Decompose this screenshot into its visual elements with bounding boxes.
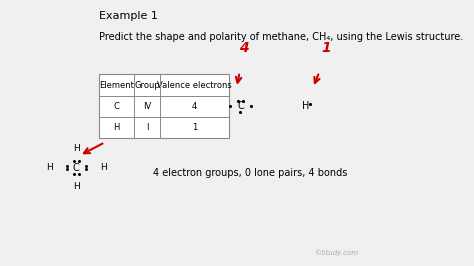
Text: H: H — [100, 163, 106, 172]
Text: 1: 1 — [321, 41, 331, 55]
FancyBboxPatch shape — [99, 74, 229, 138]
Text: Group: Group — [134, 81, 160, 90]
Text: 1: 1 — [192, 123, 197, 132]
Text: IV: IV — [143, 102, 151, 111]
Text: H: H — [114, 123, 120, 132]
Text: I: I — [146, 123, 148, 132]
Text: H: H — [46, 163, 53, 172]
Text: C: C — [114, 102, 119, 111]
Text: 4 electron groups, 0 lone pairs, 4 bonds: 4 electron groups, 0 lone pairs, 4 bonds — [153, 168, 347, 178]
Text: Example 1: Example 1 — [99, 11, 158, 21]
Text: H: H — [301, 101, 309, 111]
Text: H: H — [73, 182, 80, 191]
Text: Element: Element — [99, 81, 134, 90]
Text: C: C — [73, 163, 80, 173]
Text: 4: 4 — [239, 41, 249, 55]
Text: 4: 4 — [192, 102, 197, 111]
Text: ©Study.com: ©Study.com — [314, 249, 358, 256]
Text: Valence electrons: Valence electrons — [157, 81, 232, 90]
Text: C: C — [237, 101, 244, 111]
Text: Predict the shape and polarity of methane, CH₄, using the Lewis structure.: Predict the shape and polarity of methan… — [99, 32, 464, 42]
Text: H: H — [73, 144, 80, 153]
